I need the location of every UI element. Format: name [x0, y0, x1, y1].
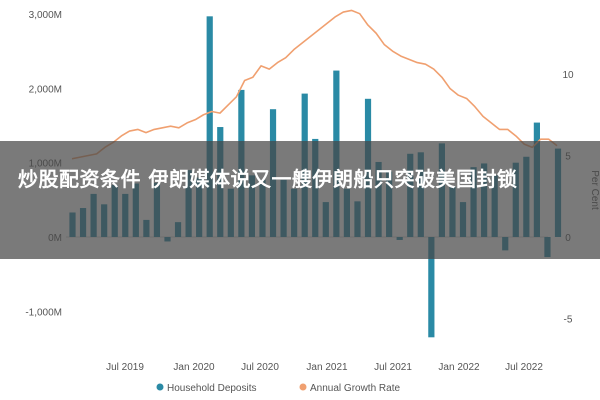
household-deposits-bar — [428, 237, 435, 338]
legend-marker — [299, 383, 307, 391]
annual-growth-rate-line — [71, 9, 558, 160]
right-axis-tick-label: -5 — [564, 315, 573, 326]
x-axis-tick-label: Jul 2022 — [505, 362, 543, 373]
x-axis-tick-label: Jan 2021 — [306, 362, 348, 373]
x-axis-tick-label: Jan 2020 — [173, 362, 215, 373]
legend-marker — [156, 383, 164, 391]
left-axis-tick-label: 3,000M — [29, 10, 62, 21]
right-axis-tick-label: 10 — [562, 70, 574, 81]
x-axis-tick-label: Jul 2019 — [106, 362, 144, 373]
headline-text: 炒股配资条件 伊朗媒体说又一艘伊朗船只突破美国封锁 — [18, 167, 518, 191]
left-axis-tick-label: -1,000M — [25, 307, 62, 318]
left-axis-tick-label: 2,000M — [29, 84, 62, 95]
legend-label: Household Deposits — [167, 383, 257, 394]
x-axis-tick-label: Jul 2021 — [374, 362, 412, 373]
household-deposits-bar — [206, 16, 213, 237]
x-axis-tick-label: Jul 2020 — [241, 362, 279, 373]
headline-banner — [0, 141, 600, 259]
legend-label: Annual Growth Rate — [310, 383, 400, 394]
x-axis-tick-label: Jan 2022 — [438, 362, 480, 373]
